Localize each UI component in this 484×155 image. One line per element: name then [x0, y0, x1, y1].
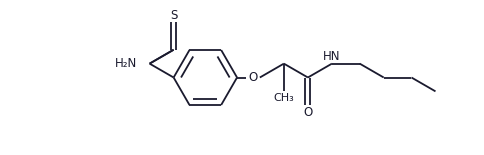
Text: O: O — [303, 106, 313, 119]
Text: H₂N: H₂N — [114, 57, 136, 70]
Text: CH₃: CH₃ — [273, 93, 294, 103]
Text: O: O — [249, 71, 258, 84]
Text: HN: HN — [323, 50, 341, 63]
Text: S: S — [170, 9, 177, 22]
